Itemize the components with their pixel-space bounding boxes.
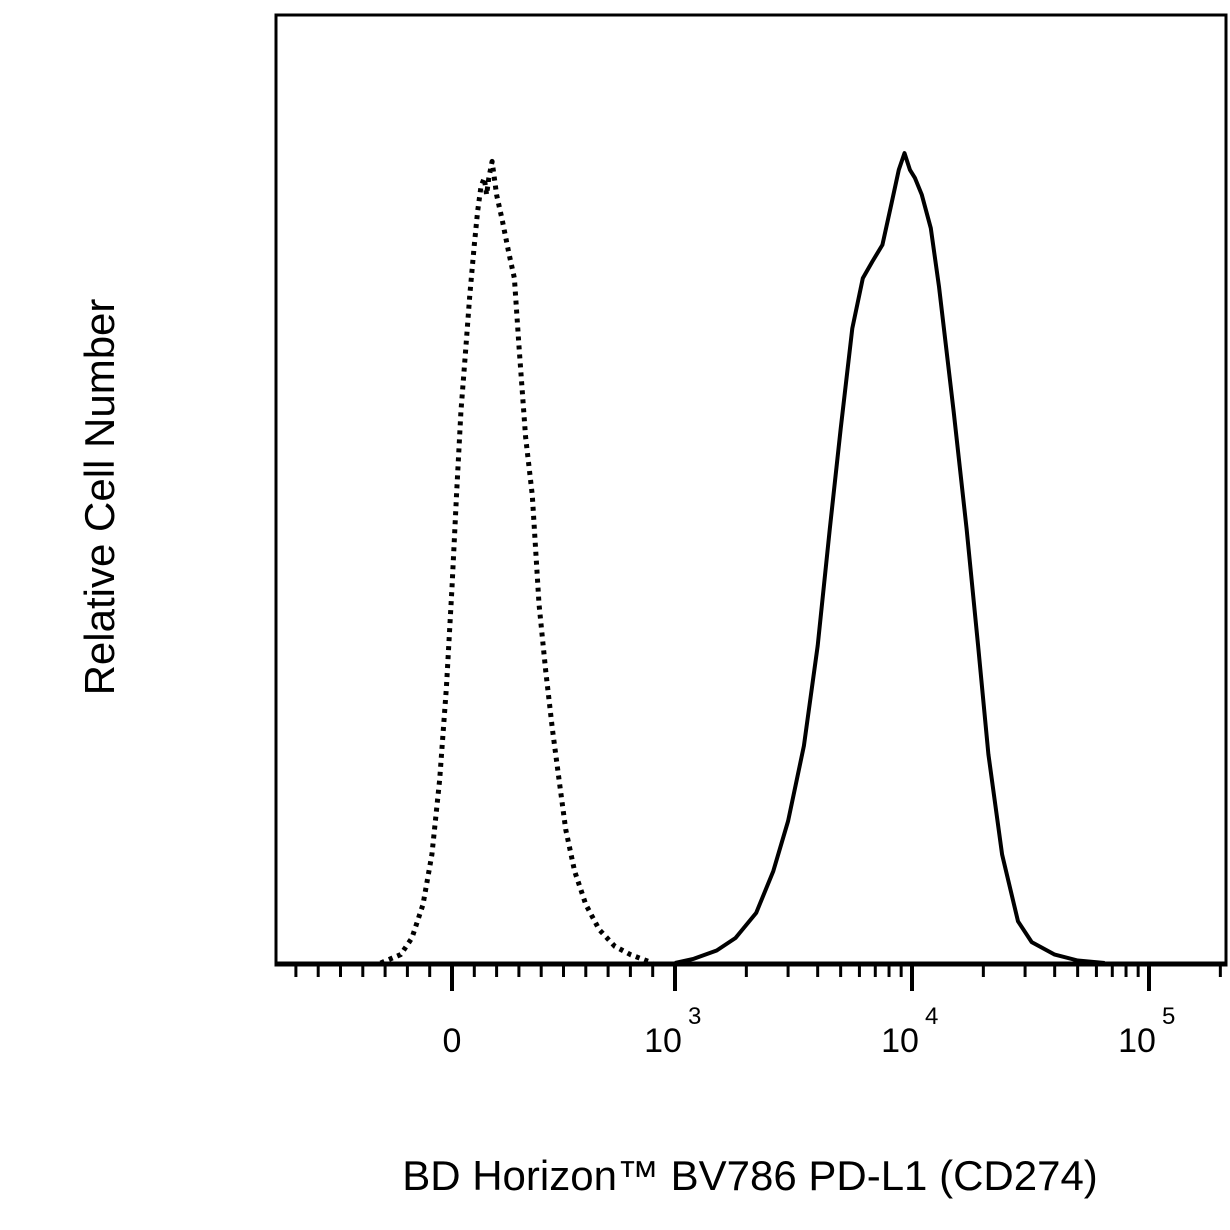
x-tick-label-exponent: 5 <box>1162 1003 1175 1030</box>
x-tick-label-exponent: 3 <box>688 1003 701 1030</box>
x-tick-label: 10 <box>644 1022 682 1060</box>
plot-frame <box>274 13 1228 967</box>
series-layer <box>276 151 1226 966</box>
x-axis-label: BD Horizon™ BV786 PD-L1 (CD274) <box>402 1152 1098 1199</box>
x-tick-label-exponent: 4 <box>925 1003 938 1030</box>
x-tick-label: 10 <box>881 1022 919 1060</box>
x-tick-label: 10 <box>1118 1022 1156 1060</box>
x-minor-ticks <box>294 966 1222 977</box>
x-major-ticks <box>450 965 1151 991</box>
series-line-stained <box>674 151 1105 965</box>
y-axis-label: Relative Cell Number <box>76 299 123 696</box>
series-line-unstained <box>379 158 654 966</box>
x-tick-label: 0 <box>443 1022 462 1060</box>
